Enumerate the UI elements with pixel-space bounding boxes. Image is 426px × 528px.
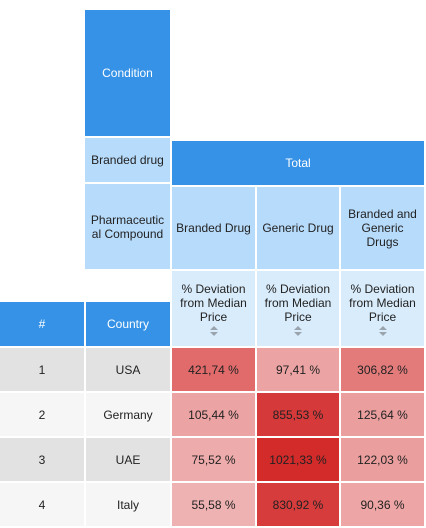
value-cell[interactable]: 90,36 % — [341, 483, 424, 526]
row-index-text: 2 — [38, 407, 46, 422]
column-label-generic: Generic Drug — [262, 221, 334, 235]
branded-drug-header[interactable]: Branded drug — [85, 138, 170, 182]
index-header-label: # — [38, 317, 46, 331]
column-header-generic[interactable]: Generic Drug — [257, 187, 339, 269]
value-cell[interactable]: 306,82 % — [341, 348, 424, 391]
value-text: 830,92 % — [272, 497, 324, 512]
value-cell[interactable]: 75,52 % — [172, 438, 255, 481]
value-text: 125,64 % — [357, 407, 408, 422]
measure-header-both[interactable]: % Deviation from Median Price — [341, 271, 424, 346]
total-label: Total — [285, 156, 311, 170]
country-name: Italy — [116, 497, 139, 512]
row-index: 4 — [0, 483, 84, 526]
column-label-both: Branded and Generic Drugs — [348, 207, 417, 249]
index-header[interactable]: # — [0, 302, 84, 346]
value-cell[interactable]: 1021,33 % — [257, 438, 339, 481]
value-cell[interactable]: 122,03 % — [341, 438, 424, 481]
row-country[interactable]: Germany — [86, 393, 170, 436]
country-name: Germany — [103, 407, 153, 422]
value-text: 1021,33 % — [269, 452, 327, 467]
column-header-branded[interactable]: Branded Drug — [172, 187, 255, 269]
row-index: 2 — [0, 393, 84, 436]
value-text: 421,74 % — [188, 362, 239, 377]
row-index: 1 — [0, 348, 84, 391]
row-index-text: 4 — [38, 497, 46, 512]
measure-label: % Deviation from Median Price — [180, 281, 247, 324]
value-text: 306,82 % — [357, 362, 408, 377]
value-cell[interactable]: 55,58 % — [172, 483, 255, 526]
country-header[interactable]: Country — [86, 302, 170, 346]
branded-drug-label: Branded drug — [91, 153, 164, 167]
condition-label: Condition — [102, 66, 153, 80]
compound-label: Pharmaceutic al Compound — [90, 212, 165, 241]
compound-header[interactable]: Pharmaceutic al Compound — [85, 184, 170, 269]
sort-icon[interactable] — [209, 325, 218, 336]
country-header-label: Country — [106, 317, 150, 331]
sort-icon[interactable] — [378, 325, 387, 336]
value-text: 105,44 % — [188, 407, 239, 422]
value-cell[interactable]: 125,64 % — [341, 393, 424, 436]
column-header-both[interactable]: Branded and Generic Drugs — [341, 187, 424, 269]
value-cell[interactable]: 105,44 % — [172, 393, 255, 436]
sort-icon[interactable] — [294, 325, 302, 336]
measure-label: % Deviation from Median Price — [349, 281, 416, 324]
country-name: USA — [115, 362, 141, 377]
measure-header-generic[interactable]: % Deviation from Median Price — [257, 271, 339, 346]
column-label-branded: Branded Drug — [176, 221, 251, 235]
value-cell[interactable]: 830,92 % — [257, 483, 339, 526]
value-text: 97,41 % — [275, 362, 321, 377]
row-country[interactable]: UAE — [86, 438, 170, 481]
row-index: 3 — [0, 438, 84, 481]
value-text: 55,58 % — [191, 497, 236, 512]
value-text: 855,53 % — [272, 407, 324, 422]
total-header[interactable]: Total — [172, 141, 424, 185]
value-text: 122,03 % — [357, 452, 408, 467]
country-name: UAE — [115, 452, 141, 467]
measure-label: % Deviation from Median Price — [264, 281, 332, 324]
condition-header[interactable]: Condition — [85, 10, 170, 136]
value-cell[interactable]: 855,53 % — [257, 393, 339, 436]
value-cell[interactable]: 97,41 % — [257, 348, 339, 391]
row-index-text: 1 — [38, 362, 46, 377]
measure-header-branded[interactable]: % Deviation from Median Price — [172, 271, 255, 346]
row-index-text: 3 — [38, 452, 46, 467]
row-country[interactable]: USA — [86, 348, 170, 391]
row-country[interactable]: Italy — [86, 483, 170, 526]
value-text: 90,36 % — [360, 497, 405, 512]
value-cell[interactable]: 421,74 % — [172, 348, 255, 391]
value-text: 75,52 % — [191, 452, 236, 467]
